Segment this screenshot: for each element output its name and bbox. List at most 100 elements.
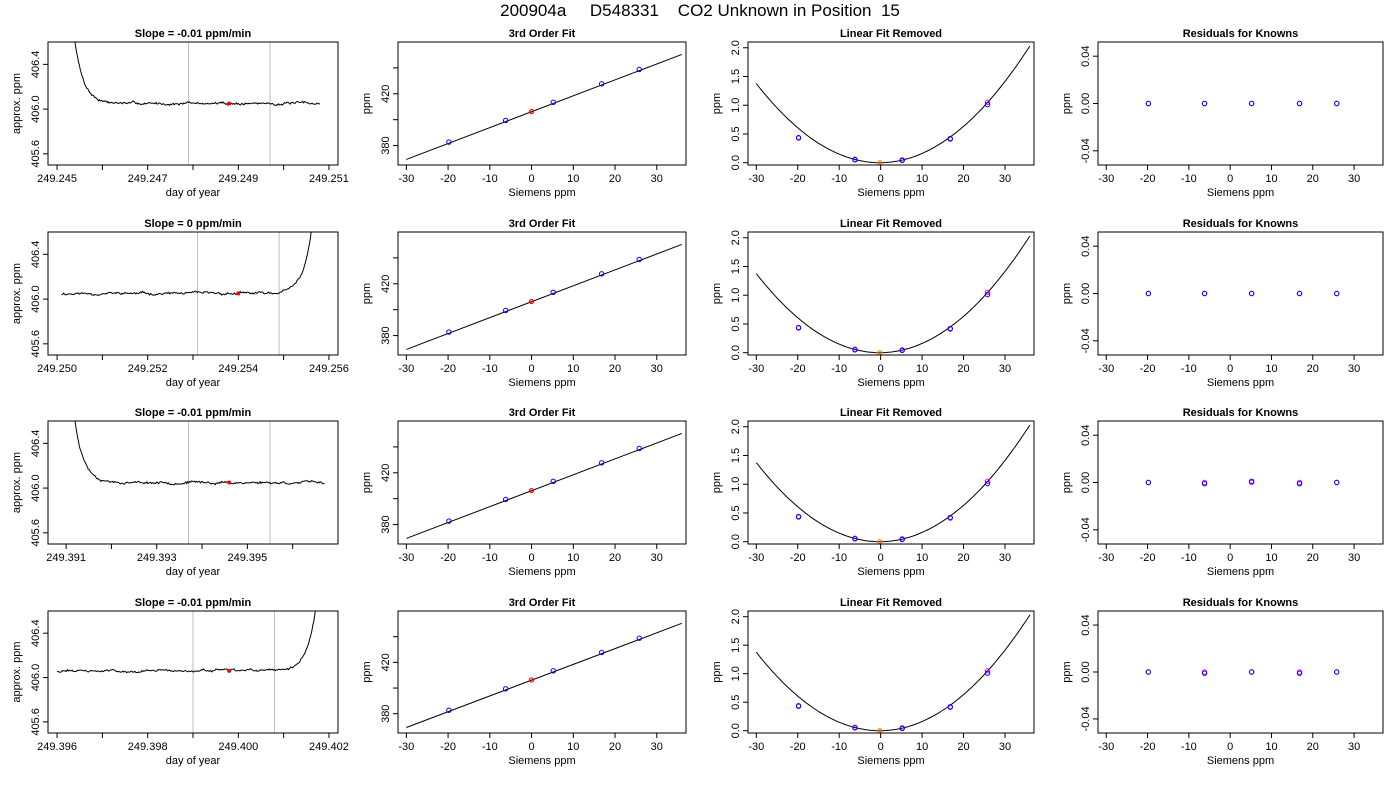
x-axis-label: Siemens ppm bbox=[508, 377, 575, 389]
x-tick-label: -20 bbox=[440, 741, 456, 753]
y-tick-label: 1.0 bbox=[730, 477, 742, 492]
x-tick-label: -20 bbox=[790, 363, 806, 375]
plot-area bbox=[1145, 669, 1340, 676]
y-tick-label: 0.5 bbox=[730, 695, 742, 710]
plot-frame bbox=[747, 231, 1035, 356]
y-tick-label: 406.0 bbox=[30, 474, 42, 502]
y-axis-label: ppm bbox=[711, 283, 723, 304]
plot-area bbox=[755, 235, 1031, 355]
panel-r3-c1: 249.391 249.393 249.395 405.6 406.0 406.4 Slop… bbox=[11, 407, 339, 578]
y-tick-label: 405.6 bbox=[30, 708, 42, 736]
known-point-4 bbox=[1296, 100, 1303, 107]
plot-frame bbox=[1097, 231, 1384, 356]
panel-title: Slope = -0.01 ppm/min bbox=[135, 597, 252, 609]
x-tick-label: 249.252 bbox=[128, 363, 168, 375]
known-point-2 bbox=[1201, 290, 1208, 297]
y-axis-label: ppm bbox=[711, 93, 723, 114]
fit-curve bbox=[755, 235, 1031, 354]
x-tick-label: 30 bbox=[1348, 363, 1360, 375]
x-tick-label: -20 bbox=[1140, 363, 1156, 375]
x-tick-label: 249.391 bbox=[46, 552, 86, 564]
plot-frame bbox=[747, 610, 1035, 734]
known-point-5 bbox=[636, 635, 642, 641]
panel-title: Residuals for Knowns bbox=[1183, 28, 1299, 40]
known-point-1 bbox=[795, 703, 802, 709]
x-tick-label: 249.398 bbox=[128, 741, 168, 753]
y-tick-label: 0.5 bbox=[730, 316, 742, 331]
plot-area bbox=[74, 42, 321, 165]
y-tick-label: 1.0 bbox=[730, 288, 742, 303]
y-axis-label: ppm bbox=[361, 661, 373, 682]
known-point-3 bbox=[550, 99, 556, 106]
y-axis-label: approx. ppm bbox=[11, 641, 23, 702]
y-tick-label: 0.5 bbox=[730, 505, 742, 520]
plot-area bbox=[755, 424, 1031, 544]
x-tick-label: 10 bbox=[1265, 363, 1277, 375]
panel-title: 3rd Order Fit bbox=[509, 597, 576, 609]
known-point-2 bbox=[502, 496, 509, 503]
y-tick-label: -0.04 bbox=[1080, 706, 1092, 731]
x-tick-label: 20 bbox=[957, 552, 969, 564]
plot-area bbox=[406, 243, 683, 350]
known-point-1 bbox=[795, 514, 802, 520]
panel-title: Slope = -0.01 ppm/min bbox=[135, 407, 252, 419]
plot-frame bbox=[1097, 41, 1384, 166]
plot-frame bbox=[1097, 610, 1384, 734]
signal-trace bbox=[74, 421, 325, 486]
x-tick-label: 249.402 bbox=[309, 741, 349, 753]
plot-area bbox=[74, 421, 325, 544]
known-point-5 bbox=[984, 101, 991, 108]
x-tick-label: -30 bbox=[398, 363, 414, 375]
known-point-3 bbox=[899, 536, 905, 543]
x-tick-label: -20 bbox=[1140, 173, 1156, 185]
x-tick-label: -10 bbox=[482, 173, 498, 185]
x-tick-label: 0 bbox=[529, 741, 535, 753]
x-tick-label: 30 bbox=[651, 552, 663, 564]
x-tick-label: -30 bbox=[1098, 552, 1114, 564]
y-tick-label: 380 bbox=[380, 705, 392, 723]
y-axis-label: ppm bbox=[1061, 283, 1073, 304]
y-tick-label: 0.04 bbox=[1080, 45, 1092, 66]
unknown-point-1 bbox=[528, 298, 535, 305]
plot-area bbox=[406, 622, 683, 728]
known-point-4 bbox=[598, 460, 605, 466]
sample-marker bbox=[236, 291, 241, 296]
y-tick-label: 406.4 bbox=[30, 51, 42, 79]
x-tick-label: 0 bbox=[1227, 552, 1233, 564]
x-tick-label: 30 bbox=[1348, 552, 1360, 564]
x-tick-label: -30 bbox=[748, 173, 764, 185]
x-tick-label: 0 bbox=[878, 552, 884, 564]
plot-frame bbox=[397, 41, 687, 166]
y-axis-label: approx. ppm bbox=[11, 73, 23, 134]
y-tick-label: 1.5 bbox=[730, 638, 742, 653]
plot-area bbox=[406, 432, 683, 539]
unknown-point-1 bbox=[528, 108, 535, 115]
x-tick-label: 10 bbox=[916, 363, 928, 375]
x-tick-label: -20 bbox=[790, 552, 806, 564]
x-tick-label: 20 bbox=[957, 741, 969, 753]
x-axis-label: Siemens ppm bbox=[857, 566, 924, 578]
x-tick-label: 20 bbox=[1307, 363, 1319, 375]
sample-marker bbox=[227, 101, 232, 106]
y-tick-label: 1.5 bbox=[730, 259, 742, 274]
x-tick-label: 0 bbox=[1227, 741, 1233, 753]
y-tick-label: 0.00 bbox=[1080, 93, 1092, 114]
known-point-5 bbox=[1334, 669, 1340, 675]
x-tick-label: 249.249 bbox=[218, 173, 258, 185]
panel-r4-c1: 249.396 249.398 249.400 249.402 405.6 406.0 40… bbox=[11, 597, 349, 767]
known-point-3 bbox=[1248, 478, 1255, 485]
y-tick-label: 1.0 bbox=[730, 666, 742, 681]
plot-area bbox=[755, 45, 1031, 165]
y-axis-label: ppm bbox=[1061, 472, 1073, 493]
panel-r2-c4: -30 -20 -10 0 10 20 30 -0.04 0.00 0.04 Residuals f… bbox=[1061, 218, 1384, 389]
y-axis-label: ppm bbox=[711, 661, 723, 682]
x-tick-label: 249.245 bbox=[37, 173, 77, 185]
x-tick-label: -30 bbox=[398, 552, 414, 564]
known-point-2 bbox=[852, 536, 858, 542]
x-axis-label: Siemens ppm bbox=[857, 377, 924, 389]
y-tick-label: 0.0 bbox=[730, 155, 742, 170]
x-axis-label: Siemens ppm bbox=[508, 755, 575, 767]
x-tick-label: 249.250 bbox=[37, 363, 77, 375]
figure-title: 200904a D548331 CO2 Unknown in Position … bbox=[500, 1, 900, 20]
panel-title: Residuals for Knowns bbox=[1183, 407, 1299, 419]
